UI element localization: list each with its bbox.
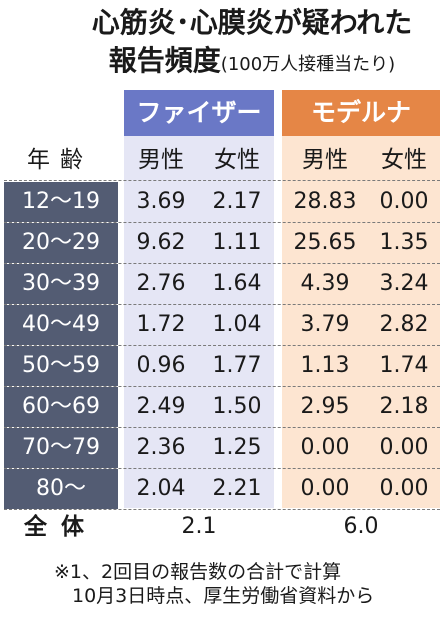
pfizer-male-header: 男性	[138, 147, 184, 173]
age-group-cell: 40〜49	[4, 305, 118, 345]
row-divider	[4, 345, 440, 346]
age-group-cell: 20〜29	[4, 223, 118, 263]
moderna-female-value: 0.00	[379, 189, 429, 214]
moderna-total: 6.0	[343, 514, 379, 539]
title-main: 報告頻度	[108, 44, 221, 77]
pfizer-female-value: 1.11	[212, 230, 262, 255]
moderna-female-value: 2.82	[379, 312, 429, 337]
pfizer-female-value: 1.04	[212, 312, 262, 337]
row-divider	[4, 468, 440, 469]
pfizer-female-value: 1.64	[212, 271, 262, 296]
pfizer-female-value: 1.50	[212, 394, 262, 419]
total-label: 全体	[24, 514, 98, 540]
pfizer-male-value: 2.76	[136, 271, 186, 296]
pfizer-female-value: 2.21	[212, 476, 262, 501]
title-subtitle: (100万人接種当たり)	[220, 54, 396, 75]
pfizer-total: 2.1	[181, 514, 217, 539]
pfizer-header: ファイザー	[124, 90, 274, 136]
age-group-cell: 30〜39	[4, 264, 118, 304]
age-group-cell: 80〜	[4, 469, 118, 509]
pfizer-female-value: 1.25	[212, 435, 262, 460]
row-divider	[4, 427, 440, 428]
moderna-male-value: 28.83	[293, 189, 357, 214]
note-line-2: 10月3日時点、厚生労働省資料から	[72, 585, 375, 607]
age-group-cell: 50〜59	[4, 346, 118, 386]
row-divider	[4, 222, 440, 223]
pfizer-male-value: 9.62	[136, 230, 186, 255]
moderna-male-value: 1.13	[300, 353, 350, 378]
moderna-male-value: 3.79	[300, 312, 350, 337]
moderna-female-value: 1.74	[379, 353, 429, 378]
moderna-female-value: 0.00	[379, 476, 429, 501]
title-line-2: 報告頻度(100万人接種当たり)	[64, 42, 440, 84]
moderna-male-value: 4.39	[300, 271, 350, 296]
moderna-female-value: 3.24	[379, 271, 429, 296]
moderna-male-header: 男性	[302, 147, 348, 173]
age-group-cell: 70〜79	[4, 428, 118, 468]
moderna-female-value: 0.00	[379, 435, 429, 460]
pfizer-male-value: 2.49	[136, 394, 186, 419]
row-divider	[4, 304, 440, 305]
pfizer-female-value: 2.17	[212, 189, 262, 214]
pfizer-male-value: 3.69	[136, 189, 186, 214]
moderna-male-value: 2.95	[300, 394, 350, 419]
moderna-column-background	[282, 136, 440, 508]
age-header: 年齢	[27, 147, 93, 173]
row-divider	[4, 263, 440, 264]
moderna-male-value: 0.00	[300, 476, 350, 501]
note-line-1: ※1、2回目の報告数の合計で計算	[54, 561, 342, 583]
moderna-male-value: 0.00	[300, 435, 350, 460]
row-divider	[4, 509, 440, 510]
pfizer-female-header: 女性	[214, 147, 260, 173]
moderna-header: モデルナ	[282, 90, 440, 136]
pfizer-male-value: 1.72	[136, 312, 186, 337]
moderna-male-value: 25.65	[293, 230, 357, 255]
title-line-1: 心筋炎･心膜炎が疑われた	[91, 6, 413, 39]
pfizer-female-value: 1.77	[212, 353, 262, 378]
age-group-cell: 60〜69	[4, 387, 118, 427]
row-divider	[4, 386, 440, 387]
pfizer-column-background	[124, 136, 274, 508]
row-divider	[4, 180, 440, 181]
moderna-female-value: 2.18	[379, 394, 429, 419]
pfizer-male-value: 2.04	[136, 476, 186, 501]
moderna-female-header: 女性	[381, 147, 427, 173]
pfizer-male-value: 0.96	[136, 353, 186, 378]
moderna-female-value: 1.35	[379, 230, 429, 255]
age-group-cell: 12〜19	[4, 182, 118, 222]
pfizer-male-value: 2.36	[136, 435, 186, 460]
